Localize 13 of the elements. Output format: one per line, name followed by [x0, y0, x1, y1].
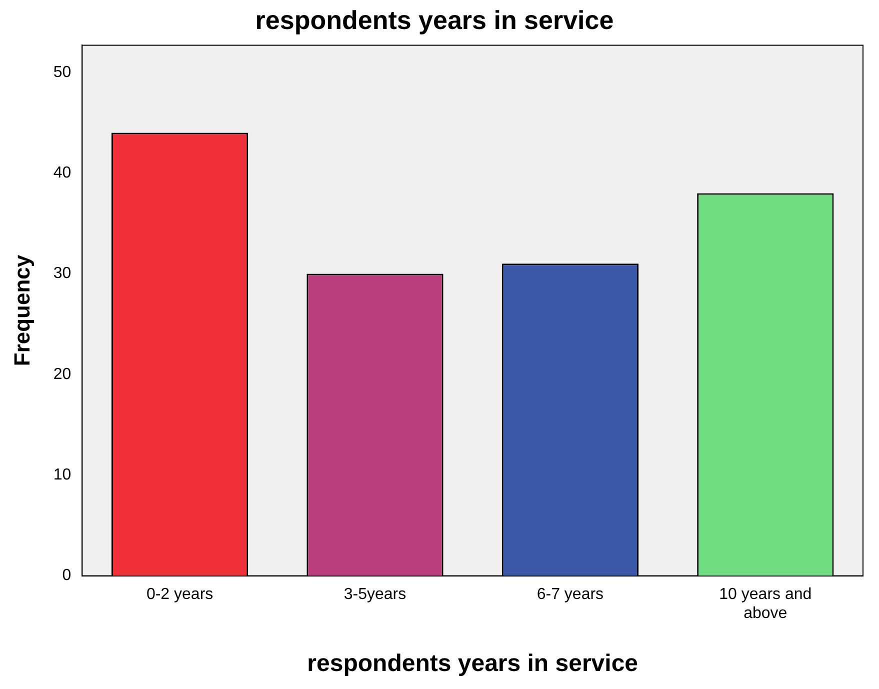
y-tick-label: 50	[53, 64, 72, 81]
y-tick-label: 0	[62, 567, 72, 584]
chart-title: respondents years in service	[255, 4, 614, 35]
y-tick-label: 20	[53, 366, 72, 383]
x-tick-label: 0-2 years	[146, 586, 214, 603]
x-tick-label: 3-5years	[344, 586, 406, 603]
x-tick-label: 6-7 years	[536, 586, 604, 603]
x-axis-title: respondents years in service	[307, 650, 638, 678]
y-tick-label: 30	[53, 265, 72, 282]
y-tick-label: 40	[53, 164, 72, 182]
x-tick-label: 10 years and above	[719, 586, 812, 622]
y-tick-label: 10	[53, 466, 72, 484]
y-axis-title: Frequency	[9, 254, 34, 366]
